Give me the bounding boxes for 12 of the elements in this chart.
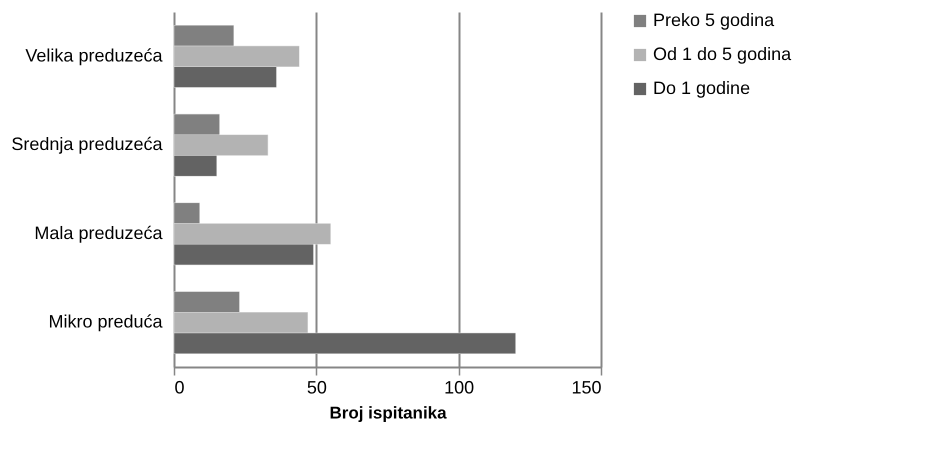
x-axis-title: Broj ispitanika: [329, 404, 448, 422]
y-tick-label: Velika preduzeća: [25, 45, 164, 66]
y-tick-label: Mikro preduća: [48, 312, 164, 332]
legend-label: Do 1 godine: [653, 78, 750, 98]
y-tick-label: Srednja preduzeća: [11, 134, 164, 154]
x-tick-label: 50: [306, 378, 327, 398]
x-tick-label: 100: [444, 378, 474, 398]
x-tick-label: 150: [571, 378, 602, 398]
y-tick-label: Mala preduzeća: [34, 222, 164, 243]
legend-label: Od 1 do 5 godina: [653, 44, 792, 64]
x-tick-label: 0: [174, 378, 185, 398]
legend-label: Preko 5 godina: [653, 10, 776, 30]
